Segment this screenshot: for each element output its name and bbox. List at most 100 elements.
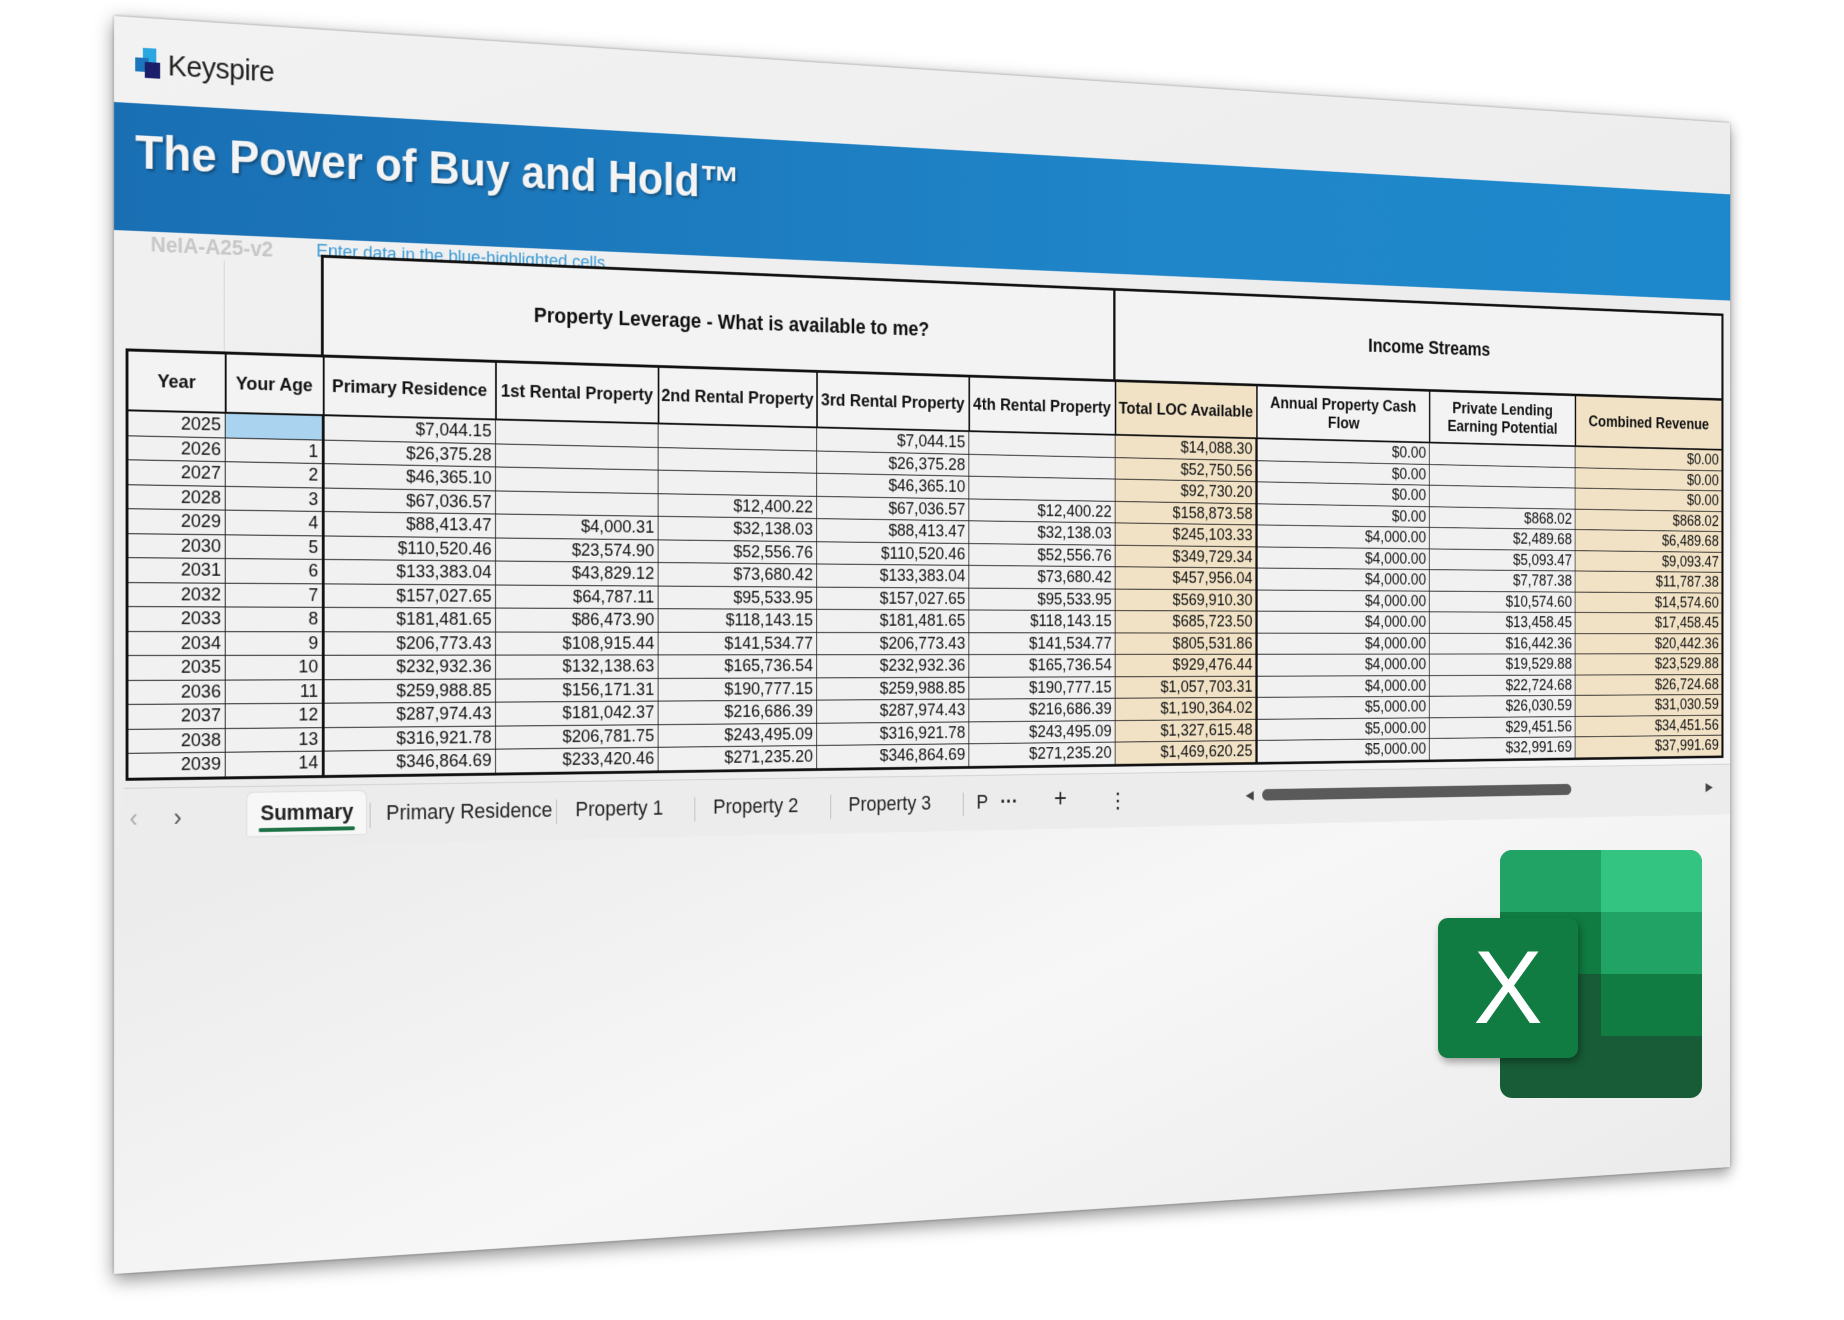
- cell-combined-revenue[interactable]: $17,458.45: [1575, 612, 1723, 634]
- cell-rental-2[interactable]: $95,533.95: [658, 585, 817, 610]
- cell-total-loc[interactable]: $349,729.34: [1115, 544, 1257, 569]
- cell-private-lending[interactable]: $10,574.60: [1429, 590, 1576, 613]
- cell-age[interactable]: 5: [225, 534, 324, 560]
- cell-year[interactable]: 2036: [127, 679, 226, 705]
- cell-primary-residence[interactable]: $110,520.46: [323, 535, 496, 562]
- tab-property-3[interactable]: Property 3: [848, 791, 932, 816]
- cell-year[interactable]: 2030: [127, 533, 226, 559]
- cell-age[interactable]: 7: [225, 582, 324, 608]
- cell-year[interactable]: 2025: [127, 410, 226, 438]
- cell-cash-flow[interactable]: $4,000.00: [1256, 632, 1430, 655]
- cell-private-lending[interactable]: [1429, 485, 1576, 509]
- cell-cash-flow[interactable]: $4,000.00: [1256, 675, 1430, 698]
- cell-cash-flow[interactable]: $4,000.00: [1256, 654, 1430, 676]
- next-sheet-button[interactable]: ›: [173, 801, 182, 832]
- cell-total-loc[interactable]: $457,956.04: [1115, 566, 1257, 590]
- cell-private-lending[interactable]: $13,458.45: [1429, 611, 1576, 634]
- cell-rental-4[interactable]: $243,495.09: [968, 720, 1116, 744]
- cell-rental-3[interactable]: $287,974.43: [816, 699, 969, 723]
- cell-combined-revenue[interactable]: $20,442.36: [1575, 633, 1723, 654]
- cell-rental-4[interactable]: $190,777.15: [968, 676, 1116, 700]
- cell-rental-3[interactable]: $157,027.65: [816, 586, 969, 610]
- cell-primary-residence[interactable]: $133,383.04: [323, 559, 496, 585]
- cell-rental-2[interactable]: [658, 423, 817, 451]
- cell-primary-residence[interactable]: $46,365.10: [323, 463, 496, 491]
- cell-rental-4[interactable]: $271,235.20: [968, 742, 1116, 767]
- cell-primary-residence[interactable]: $181,481.65: [323, 607, 496, 632]
- cell-rental-4[interactable]: $95,533.95: [968, 587, 1116, 611]
- cell-rental-2[interactable]: $52,556.76: [658, 539, 817, 564]
- cell-rental-2[interactable]: $190,777.15: [658, 677, 817, 702]
- cell-age[interactable]: 4: [225, 510, 324, 536]
- cell-cash-flow[interactable]: $5,000.00: [1256, 738, 1430, 763]
- cell-private-lending[interactable]: $32,991.69: [1429, 736, 1576, 761]
- cell-rental-3[interactable]: $232,932.36: [816, 654, 969, 678]
- cell-rental-4[interactable]: $32,138.03: [968, 520, 1116, 545]
- cell-primary-residence[interactable]: $157,027.65: [323, 583, 496, 609]
- cell-year[interactable]: 2033: [127, 606, 226, 632]
- cell-private-lending[interactable]: $868.02: [1429, 506, 1576, 530]
- cell-primary-residence[interactable]: $259,988.85: [323, 678, 496, 704]
- cell-rental-3[interactable]: $110,520.46: [816, 541, 969, 566]
- cell-rental-1[interactable]: $233,420.46: [495, 747, 659, 774]
- cell-private-lending[interactable]: $26,030.59: [1429, 695, 1576, 718]
- cell-year[interactable]: 2034: [127, 631, 226, 656]
- cell-cash-flow[interactable]: $5,000.00: [1256, 696, 1430, 719]
- tab-primary-residence[interactable]: Primary Residence: [386, 797, 553, 825]
- cell-total-loc[interactable]: $805,531.86: [1115, 632, 1257, 655]
- cell-year[interactable]: 2038: [127, 728, 226, 754]
- cell-combined-revenue[interactable]: $9,093.47: [1575, 550, 1723, 573]
- cell-private-lending[interactable]: $5,093.47: [1429, 548, 1576, 571]
- cell-rental-3[interactable]: $88,413.47: [816, 518, 969, 544]
- cell-year[interactable]: 2037: [127, 703, 226, 729]
- cell-rental-2[interactable]: $12,400.22: [658, 493, 817, 519]
- cell-total-loc[interactable]: $929,476.44: [1115, 654, 1257, 677]
- cell-rental-4[interactable]: $216,686.39: [968, 698, 1116, 722]
- cell-cash-flow[interactable]: $0.00: [1256, 481, 1430, 507]
- cell-rental-2[interactable]: $73,680.42: [658, 562, 817, 587]
- cell-year[interactable]: 2039: [127, 752, 226, 779]
- tab-summary[interactable]: Summary: [247, 791, 367, 837]
- cell-rental-1[interactable]: $86,473.90: [495, 608, 659, 632]
- cell-age[interactable]: 3: [225, 485, 324, 512]
- cell-total-loc[interactable]: $14,088.30: [1115, 434, 1257, 461]
- scrollbar-thumb[interactable]: [1262, 783, 1572, 801]
- cell-rental-3[interactable]: $316,921.78: [816, 721, 969, 746]
- cell-total-loc[interactable]: $569,910.30: [1115, 588, 1257, 612]
- cell-primary-residence[interactable]: $232,932.36: [323, 655, 496, 680]
- cell-cash-flow[interactable]: $4,000.00: [1256, 546, 1430, 570]
- cell-rental-3[interactable]: $133,383.04: [816, 563, 969, 588]
- cell-cash-flow[interactable]: $5,000.00: [1256, 717, 1430, 741]
- cell-rental-4[interactable]: $73,680.42: [968, 565, 1116, 589]
- cell-total-loc[interactable]: $1,469,620.25: [1115, 740, 1257, 765]
- cell-age[interactable]: 2: [225, 461, 324, 488]
- tab-property-2[interactable]: Property 2: [713, 793, 799, 819]
- cell-rental-4[interactable]: $165,736.54: [968, 654, 1116, 677]
- cell-age[interactable]: 9: [225, 631, 324, 656]
- cell-rental-3[interactable]: $46,365.10: [816, 473, 969, 499]
- cell-rental-2[interactable]: $243,495.09: [658, 722, 817, 748]
- cell-private-lending[interactable]: $29,451.56: [1429, 716, 1576, 739]
- cell-rental-3[interactable]: $206,773.43: [816, 632, 969, 655]
- cell-age[interactable]: 12: [225, 703, 324, 729]
- cell-rental-3[interactable]: $7,044.15: [816, 427, 969, 454]
- cell-year[interactable]: 2026: [127, 435, 226, 462]
- cell-rental-1[interactable]: $156,171.31: [495, 677, 659, 703]
- cell-total-loc[interactable]: $92,730.20: [1115, 479, 1257, 504]
- tab-property-1[interactable]: Property 1: [575, 795, 664, 822]
- cell-rental-4[interactable]: [968, 431, 1116, 458]
- cell-total-loc[interactable]: $245,103.33: [1115, 522, 1257, 547]
- cell-rental-2[interactable]: [658, 470, 817, 496]
- cell-rental-1[interactable]: [495, 466, 659, 494]
- cell-rental-2[interactable]: $271,235.20: [658, 745, 817, 772]
- cell-year[interactable]: 2027: [127, 459, 226, 486]
- cell-rental-1[interactable]: [495, 443, 659, 471]
- cell-rental-1[interactable]: $206,781.75: [495, 724, 659, 750]
- cell-cash-flow[interactable]: $4,000.00: [1256, 568, 1430, 591]
- cell-primary-residence[interactable]: $88,413.47: [323, 511, 496, 538]
- cell-rental-4[interactable]: $118,143.15: [968, 609, 1116, 633]
- cell-combined-revenue[interactable]: $0.00: [1575, 467, 1723, 491]
- more-tabs-button[interactable]: ···: [1000, 789, 1018, 813]
- cell-rental-3[interactable]: $26,375.28: [816, 450, 969, 477]
- cell-rental-2[interactable]: $141,534.77: [658, 631, 817, 655]
